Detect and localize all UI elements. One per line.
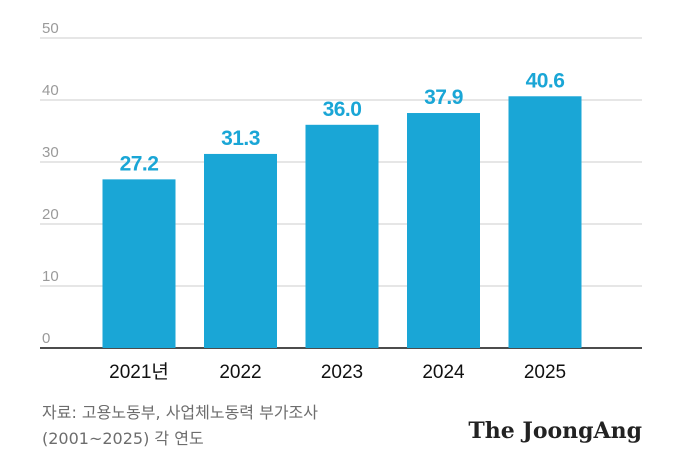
value-label-2021년: 27.2 bbox=[120, 152, 159, 175]
x-tick-label-2022: 2022 bbox=[219, 362, 261, 383]
y-tick-label-20: 20 bbox=[42, 206, 59, 223]
value-label-2024: 37.9 bbox=[424, 86, 463, 109]
y-tick-label-10: 10 bbox=[42, 268, 59, 285]
bar-chart: 0 10 20 30 40 50 27.2 2021년 31.3 2022 36.0 2023 37.9… bbox=[40, 20, 642, 383]
y-tick-label-30: 30 bbox=[42, 144, 59, 161]
value-label-2022: 31.3 bbox=[221, 127, 260, 150]
bar-2021년 bbox=[102, 179, 176, 348]
source-note: 자료: 고용노동부, 사업체노동력 부가조사 (2001~2025) 각 연도 bbox=[42, 400, 318, 452]
bar-2022 bbox=[204, 153, 277, 348]
source-line-1: 자료: 고용노동부, 사업체노동력 부가조사 bbox=[42, 403, 318, 422]
x-tick-label-2023: 2023 bbox=[321, 362, 363, 383]
y-tick-label-0: 0 bbox=[42, 330, 50, 347]
bar-2025 bbox=[508, 96, 582, 348]
x-tick-label-2021년: 2021년 bbox=[109, 361, 169, 383]
y-tick-label-50: 50 bbox=[42, 20, 59, 37]
y-tick-label-40: 40 bbox=[42, 82, 59, 99]
x-tick-label-2024: 2024 bbox=[422, 362, 465, 383]
brand-logo: The JoongAng bbox=[468, 418, 642, 444]
source-line-2: (2001~2025) 각 연도 bbox=[42, 429, 204, 448]
x-tick-label-2025: 2025 bbox=[524, 362, 566, 383]
bar-2023 bbox=[305, 124, 379, 348]
value-label-2023: 36.0 bbox=[323, 98, 362, 121]
value-label-2025: 40.6 bbox=[526, 69, 565, 92]
bar-2024 bbox=[407, 113, 480, 349]
